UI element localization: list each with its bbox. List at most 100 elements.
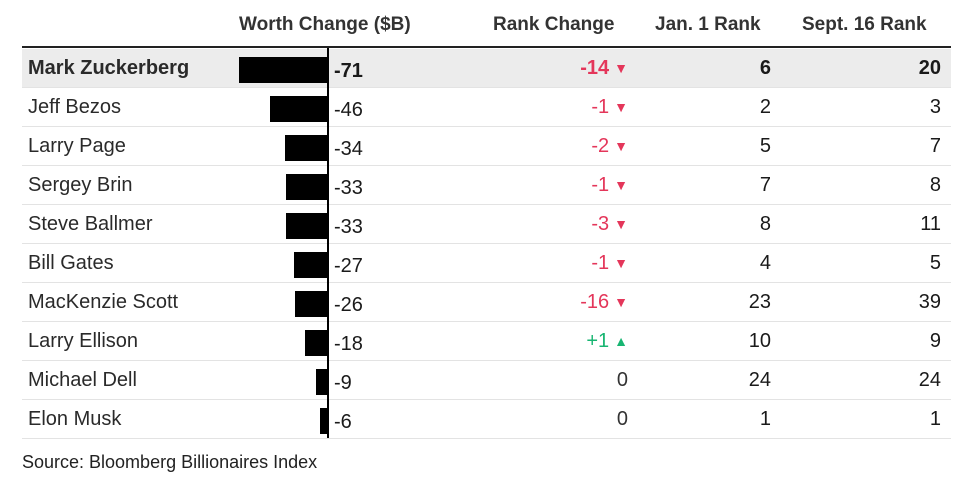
worth-change-value: -46 bbox=[334, 99, 363, 121]
table-row: Mark Zuckerberg -71 -14 ▼ 6 20 bbox=[22, 49, 951, 88]
row-name: Bill Gates bbox=[28, 252, 114, 274]
worth-change-bar bbox=[286, 174, 327, 200]
worth-change-bar bbox=[285, 135, 327, 161]
rank-change-value: +1 bbox=[586, 330, 610, 352]
row-name: Steve Ballmer bbox=[28, 213, 153, 235]
row-name: Larry Page bbox=[28, 135, 126, 157]
rank-change-value: 0 bbox=[616, 408, 628, 430]
table-row: Elon Musk -6 0 1 1 bbox=[22, 400, 951, 439]
row-name: Larry Ellison bbox=[28, 330, 139, 352]
sept16-rank-value: 9 bbox=[929, 330, 941, 352]
row-name: MacKenzie Scott bbox=[28, 291, 179, 313]
rank-change-cell: -2 ▼ bbox=[591, 127, 628, 166]
table-row: Larry Ellison -18 +1 ▲ 10 9 bbox=[22, 322, 951, 361]
header-worth-change: Worth Change ($B) bbox=[239, 14, 411, 35]
row-separator bbox=[22, 204, 951, 205]
sept16-rank-value: 24 bbox=[918, 369, 941, 391]
rank-change-cell: -14 ▼ bbox=[580, 49, 628, 88]
header-sept16-rank: Sept. 16 Rank bbox=[802, 14, 927, 35]
rank-change-value: -2 bbox=[591, 135, 610, 157]
rank-change-cell: 0 bbox=[617, 400, 628, 439]
rank-change-value: -1 bbox=[591, 252, 610, 274]
triangle-down-icon: ▼ bbox=[614, 177, 628, 193]
header-rule bbox=[22, 46, 951, 48]
table-row: Michael Dell -9 0 24 24 bbox=[22, 361, 951, 400]
jan1-rank-value: 8 bbox=[759, 213, 771, 235]
worth-change-value: -6 bbox=[334, 411, 352, 433]
rank-change-cell: -3 ▼ bbox=[591, 205, 628, 244]
jan1-rank-value: 4 bbox=[759, 252, 771, 274]
rank-change-value: -1 bbox=[591, 174, 610, 196]
row-separator bbox=[22, 399, 951, 400]
row-name: Elon Musk bbox=[28, 408, 122, 430]
row-separator bbox=[22, 165, 951, 166]
triangle-down-icon: ▼ bbox=[614, 255, 628, 271]
worth-change-value: -71 bbox=[334, 60, 363, 82]
rank-change-cell: -1 ▼ bbox=[591, 88, 628, 127]
row-separator bbox=[22, 438, 951, 439]
sept16-rank-value: 5 bbox=[929, 252, 941, 274]
sept16-rank-value: 8 bbox=[929, 174, 941, 196]
rank-change-value: -1 bbox=[591, 96, 610, 118]
source-note: Source: Bloomberg Billionaires Index bbox=[22, 452, 318, 472]
worth-change-bar bbox=[295, 291, 327, 317]
worth-change-value: -9 bbox=[334, 372, 352, 394]
table-row: Steve Ballmer -33 -3 ▼ 8 11 bbox=[22, 205, 951, 244]
jan1-rank-value: 2 bbox=[759, 96, 771, 118]
row-name: Sergey Brin bbox=[28, 174, 133, 196]
row-separator bbox=[22, 282, 951, 283]
triangle-down-icon: ▼ bbox=[614, 99, 628, 115]
table-row: Sergey Brin -33 -1 ▼ 7 8 bbox=[22, 166, 951, 205]
rank-change-value: -14 bbox=[580, 57, 610, 79]
triangle-up-icon: ▲ bbox=[614, 333, 628, 349]
triangle-down-icon: ▼ bbox=[614, 138, 628, 154]
row-separator bbox=[22, 126, 951, 127]
worth-change-value: -33 bbox=[334, 177, 363, 199]
sept16-rank-value: 3 bbox=[929, 96, 941, 118]
worth-change-value: -26 bbox=[334, 294, 363, 316]
header-rank-change: Rank Change bbox=[493, 14, 615, 35]
triangle-down-icon: ▼ bbox=[614, 294, 628, 310]
worth-change-bar bbox=[320, 408, 327, 434]
rank-change-cell: 0 bbox=[617, 361, 628, 400]
jan1-rank-value: 23 bbox=[748, 291, 771, 313]
worth-change-bar bbox=[270, 96, 327, 122]
sept16-rank-value: 11 bbox=[920, 213, 941, 235]
worth-change-bar bbox=[239, 57, 327, 83]
row-separator bbox=[22, 360, 951, 361]
worth-change-bar bbox=[286, 213, 327, 239]
table-row: Larry Page -34 -2 ▼ 5 7 bbox=[22, 127, 951, 166]
jan1-rank-value: 10 bbox=[748, 330, 771, 352]
row-name: Jeff Bezos bbox=[28, 96, 122, 118]
worth-change-value: -34 bbox=[334, 138, 363, 160]
worth-change-value: -18 bbox=[334, 333, 363, 355]
rank-change-cell: -1 ▼ bbox=[591, 244, 628, 283]
worth-change-value: -33 bbox=[334, 216, 363, 238]
row-name: Mark Zuckerberg bbox=[28, 57, 190, 79]
worth-change-bar bbox=[316, 369, 327, 395]
row-separator bbox=[22, 321, 951, 322]
jan1-rank-value: 1 bbox=[759, 408, 771, 430]
row-name: Michael Dell bbox=[28, 369, 137, 391]
sept16-rank-value: 7 bbox=[929, 135, 941, 157]
header-jan1-rank: Jan. 1 Rank bbox=[655, 14, 761, 35]
rank-change-value: -16 bbox=[580, 291, 610, 313]
bar-axis-line bbox=[327, 48, 329, 438]
rank-change-cell: -1 ▼ bbox=[591, 166, 628, 205]
triangle-down-icon: ▼ bbox=[614, 60, 628, 76]
worth-change-value: -27 bbox=[334, 255, 363, 277]
rank-change-cell: -16 ▼ bbox=[580, 283, 628, 322]
sept16-rank-value: 20 bbox=[918, 57, 941, 79]
table-row: MacKenzie Scott -26 -16 ▼ 23 39 bbox=[22, 283, 951, 322]
jan1-rank-value: 6 bbox=[759, 57, 771, 79]
table-row: Jeff Bezos -46 -1 ▼ 2 3 bbox=[22, 88, 951, 127]
rank-change-cell: +1 ▲ bbox=[586, 322, 628, 361]
row-separator bbox=[22, 243, 951, 244]
worth-change-bar bbox=[305, 330, 327, 356]
rank-change-value: -3 bbox=[591, 213, 610, 235]
sept16-rank-value: 39 bbox=[918, 291, 941, 313]
table-row: Bill Gates -27 -1 ▼ 4 5 bbox=[22, 244, 951, 283]
triangle-down-icon: ▼ bbox=[614, 216, 628, 232]
worth-change-bar bbox=[294, 252, 327, 278]
sept16-rank-value: 1 bbox=[929, 408, 941, 430]
